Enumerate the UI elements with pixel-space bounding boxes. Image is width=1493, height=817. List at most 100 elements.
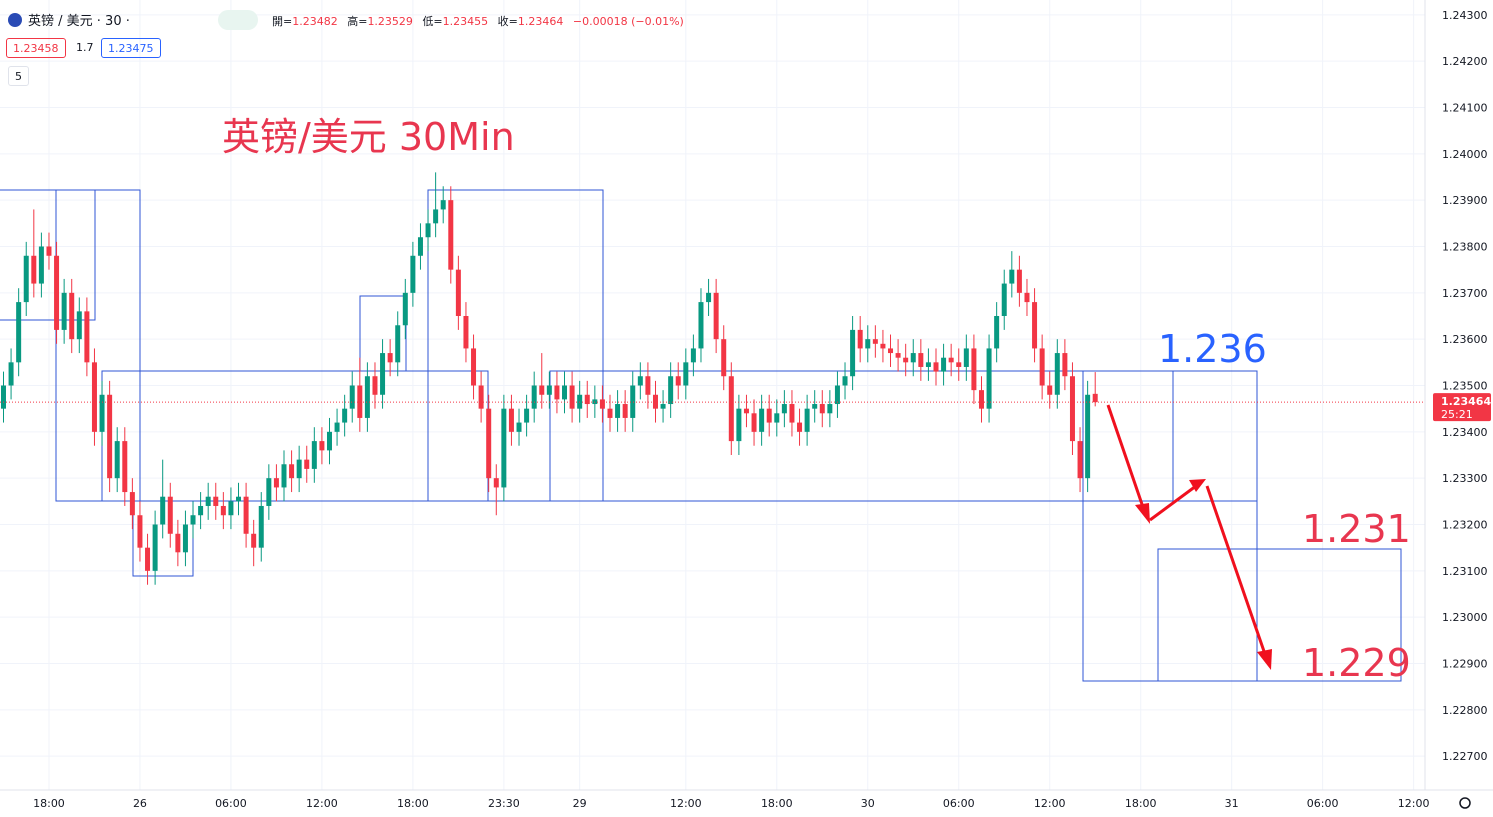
candle-body — [615, 404, 621, 418]
annotation: 1.231 — [1302, 507, 1411, 551]
x-tick-label: 18:00 — [397, 797, 429, 810]
box — [55, 189, 141, 502]
candle-body — [728, 376, 734, 442]
sell-button[interactable]: 1.23458 — [6, 38, 66, 58]
arrow — [1106, 404, 1148, 517]
candle-body — [1001, 283, 1007, 316]
ohlc-label: 收= — [497, 15, 518, 28]
candle-body — [1016, 269, 1022, 293]
candle-body — [84, 311, 90, 363]
candle-body — [281, 464, 287, 488]
candle-body — [948, 357, 954, 363]
y-tick-label: 1.22900 — [1442, 658, 1488, 671]
candle-body — [31, 255, 37, 284]
candle-body — [994, 316, 1000, 349]
x-tick-label: 12:00 — [1398, 797, 1430, 810]
candle-body — [1032, 302, 1038, 349]
x-tick-label: 12:00 — [306, 797, 338, 810]
x-tick-label: 06:00 — [943, 797, 975, 810]
x-tick-label: 23:30 — [488, 797, 520, 810]
candle-body — [956, 362, 962, 367]
arrow-head — [1257, 649, 1272, 670]
x-tick-label: 26 — [133, 797, 147, 810]
candle-body — [395, 325, 401, 363]
candle-body — [364, 376, 370, 418]
symbol: 英镑 / 美元 · 30 · — [28, 14, 130, 29]
candle-body — [736, 408, 742, 442]
candle-body — [797, 422, 803, 432]
y-tick-label: 1.23300 — [1442, 472, 1488, 485]
y-tick-label: 1.23000 — [1442, 611, 1488, 624]
x-tick-label: 12:00 — [670, 797, 702, 810]
candle-body — [486, 408, 492, 479]
candle-body — [38, 246, 44, 284]
indicators-toggle[interactable]: 5 — [8, 66, 29, 86]
grid — [0, 0, 1425, 790]
candle-body — [289, 464, 295, 479]
candle-body — [114, 441, 120, 479]
candle-body — [524, 408, 530, 423]
annotation: 1.229 — [1302, 641, 1411, 685]
candle-body — [501, 408, 507, 488]
candle-body — [311, 441, 317, 469]
candle-body — [804, 408, 810, 432]
buy-button[interactable]: 1.23475 — [101, 38, 161, 58]
candle-body — [986, 348, 992, 409]
y-tick-label: 1.24300 — [1442, 9, 1488, 22]
candle-body — [622, 404, 628, 418]
candle-body — [971, 348, 977, 391]
candle-body — [190, 515, 196, 525]
candle-body — [220, 505, 226, 516]
candle-body — [713, 292, 719, 340]
candle-body — [61, 292, 67, 330]
x-tick-label: 30 — [861, 797, 875, 810]
candle-body — [23, 255, 29, 303]
box — [1157, 548, 1402, 682]
candle-body — [554, 385, 560, 400]
candle-body — [637, 376, 643, 386]
y-tick-label: 1.23200 — [1442, 519, 1488, 532]
candle-body — [372, 376, 378, 395]
annotation: 英镑/美元 30Min — [222, 115, 515, 159]
x-tick-label: 12:00 — [1034, 797, 1066, 810]
candle-body — [69, 292, 75, 340]
status-pill[interactable] — [218, 10, 258, 30]
candle-body — [1009, 269, 1015, 284]
candle-body — [137, 515, 143, 548]
candle-body — [182, 524, 188, 553]
candle-body — [1069, 376, 1075, 442]
candle-body — [865, 339, 871, 349]
y-tick-label: 1.22700 — [1442, 750, 1488, 763]
x-tick-label: 06:00 — [215, 797, 247, 810]
candle-body — [266, 478, 272, 506]
candle-body — [402, 292, 408, 326]
countdown: 25:21 — [1441, 408, 1473, 421]
y-tick-label: 1.24100 — [1442, 101, 1488, 114]
candle-body — [569, 385, 575, 409]
ohlc-value: 1.23455 — [442, 15, 489, 28]
candle-body — [1062, 353, 1068, 377]
candle-body — [455, 269, 461, 316]
y-tick-label: 1.23100 — [1442, 565, 1488, 578]
candle-body — [243, 496, 249, 534]
candles — [0, 172, 1425, 585]
last-price-tag — [1433, 393, 1491, 422]
candle-body — [349, 385, 355, 409]
candle-body — [539, 385, 545, 395]
candle-body — [812, 404, 818, 409]
candle-body — [54, 255, 60, 330]
candle-body — [380, 353, 386, 395]
box — [0, 189, 96, 321]
candle-body — [1092, 393, 1098, 403]
candle-body — [160, 496, 166, 525]
candle-body — [683, 362, 689, 386]
candle-body — [236, 496, 242, 502]
candle-body — [721, 339, 727, 377]
candle-body — [978, 390, 984, 409]
ohlc-label: 高= — [347, 15, 368, 28]
y-tick-label: 1.23400 — [1442, 426, 1488, 439]
candle-body — [888, 348, 894, 354]
candle-body — [8, 362, 14, 386]
settings-icon[interactable] — [1459, 797, 1471, 809]
candle-body — [0, 385, 6, 409]
